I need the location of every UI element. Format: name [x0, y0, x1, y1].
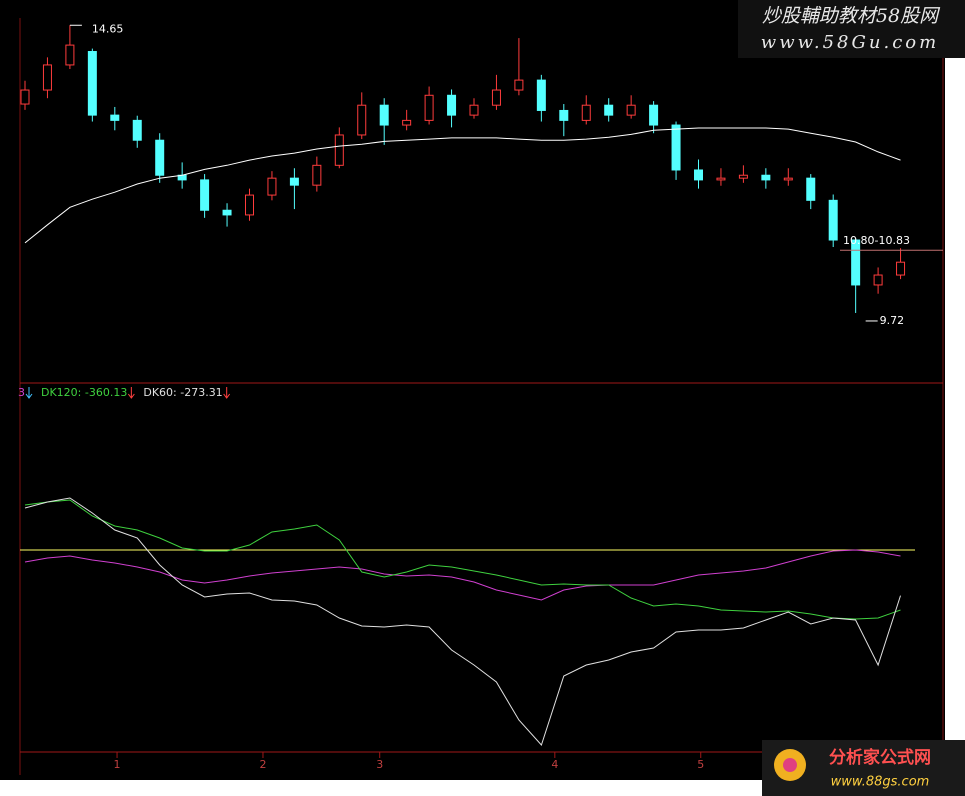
legend-entry: DK120: -360.13 — [41, 386, 127, 399]
candle-body — [289, 177, 299, 186]
watermark-box — [738, 0, 965, 58]
candle-body — [491, 89, 501, 106]
candle-body — [334, 134, 344, 166]
candle-body — [20, 89, 30, 105]
candle-body — [738, 174, 748, 179]
candle-body — [806, 177, 816, 201]
x-tick-label: 2 — [259, 758, 266, 771]
candle-body — [379, 104, 389, 126]
candle-body — [222, 209, 232, 216]
candle-body — [761, 174, 771, 181]
candle-body — [604, 104, 614, 116]
indicator-line — [24, 499, 901, 620]
x-tick-label: 3 — [376, 758, 383, 771]
moving-average — [24, 127, 901, 244]
candle-body — [267, 177, 277, 196]
legend-entry: 3 — [18, 386, 25, 399]
candle-body — [155, 139, 165, 176]
legend-arrow — [25, 387, 33, 399]
watermark-title: 炒股輔助教材58股网 — [762, 5, 941, 27]
candle-body — [42, 64, 52, 91]
annotation: 9.72 — [880, 314, 905, 327]
candle-body — [536, 79, 546, 111]
logo-flower — [783, 758, 797, 772]
watermark-url: www.58Gu.com — [761, 32, 939, 53]
x-tick-label: 5 — [697, 758, 704, 771]
candle-body — [828, 199, 838, 241]
candle-body — [783, 177, 793, 181]
x-tick-label: 4 — [551, 758, 558, 771]
candle-body — [402, 119, 412, 126]
candle-body — [896, 261, 906, 276]
candle-body — [671, 124, 681, 171]
candle-body — [65, 44, 75, 66]
indicator-line — [24, 497, 901, 746]
candle-body — [87, 51, 97, 116]
candle-body — [469, 104, 479, 116]
x-tick-label: 1 — [114, 758, 121, 771]
candle-body — [851, 239, 861, 286]
legend-entry: DK60: -273.31 — [143, 386, 222, 399]
candle-body — [447, 94, 457, 116]
candle-body — [694, 169, 703, 181]
candle-body — [581, 104, 591, 121]
candle-body — [312, 164, 322, 186]
annotation: 14.65 — [92, 22, 124, 35]
candle-body — [424, 94, 434, 121]
candle-body — [716, 177, 726, 181]
legend-arrow — [223, 387, 231, 399]
candle-body — [514, 79, 524, 91]
candle-body — [132, 119, 142, 141]
candle-body — [200, 179, 210, 211]
candle-body — [357, 104, 367, 136]
logo-title: 分析家公式网 — [829, 747, 931, 768]
candle-body — [873, 274, 883, 286]
candle-body — [626, 104, 636, 116]
annotation: 10.80-10.83 — [843, 234, 910, 247]
candle-body — [110, 114, 120, 121]
chart-background — [0, 0, 945, 780]
candle-body — [559, 109, 569, 121]
candle-body — [649, 104, 659, 126]
logo-url: www.88gs.com — [831, 775, 930, 790]
candle-body — [245, 194, 254, 216]
indicator-line — [24, 549, 901, 601]
legend-arrow — [127, 387, 135, 399]
